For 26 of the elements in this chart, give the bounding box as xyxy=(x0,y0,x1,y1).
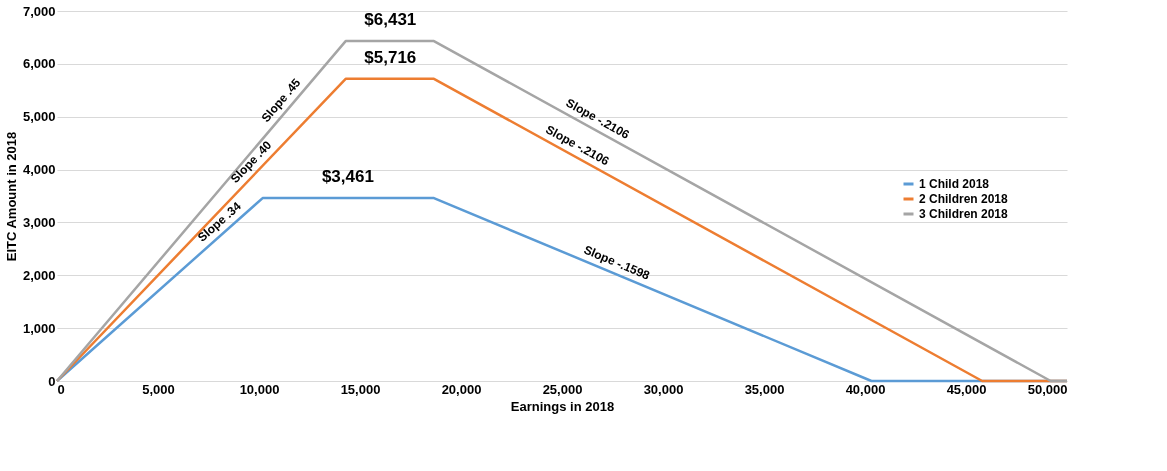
annotation: $6,431 xyxy=(364,10,417,30)
y-tick-label: 2,000 xyxy=(22,267,56,283)
y-axis-title: EITC Amount in 2018 xyxy=(3,131,19,262)
annotation: $3,461 xyxy=(321,167,374,187)
x-tick-label: 45,000 xyxy=(946,381,987,397)
legend-label: 1 Child 2018 xyxy=(919,177,990,191)
annotation: Slope -.1598 xyxy=(581,242,653,283)
x-tick-label: 30,000 xyxy=(643,381,684,397)
x-tick-label: 10,000 xyxy=(239,381,280,397)
y-tick-label: 1,000 xyxy=(22,320,56,336)
annotation: $5,716 xyxy=(364,47,417,67)
x-tick-label: 50,000 xyxy=(1027,381,1068,397)
x-tick-label: 20,000 xyxy=(441,381,482,397)
x-tick-label: 25,000 xyxy=(542,381,583,397)
x-tick-label: 35,000 xyxy=(744,381,785,397)
y-tick-label: 4,000 xyxy=(22,162,56,178)
y-tick-label: 3,000 xyxy=(22,214,56,230)
y-tick-label: 5,000 xyxy=(22,109,56,125)
x-tick-label: 5,000 xyxy=(142,381,175,397)
x-axis-title: Earnings in 2018 xyxy=(510,398,615,414)
x-tick-label: 40,000 xyxy=(845,381,886,397)
legend-label: 2 Children 2018 xyxy=(919,192,1009,206)
y-tick-label: 7,000 xyxy=(22,3,56,19)
y-tick-label: 6,000 xyxy=(22,56,56,72)
x-tick-label: 15,000 xyxy=(340,381,381,397)
legend-label: 3 Children 2018 xyxy=(919,207,1009,221)
